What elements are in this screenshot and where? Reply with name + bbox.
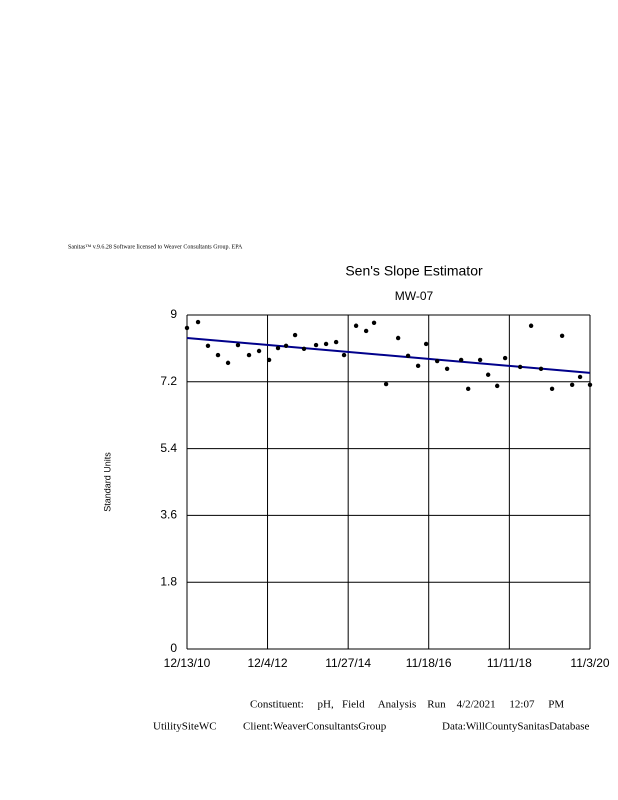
footer-client: Client:WeaverConsultantsGroup bbox=[243, 721, 387, 733]
data-point bbox=[256, 348, 262, 354]
data-point bbox=[292, 332, 298, 338]
x-tick-label: 12/13/10 bbox=[164, 656, 211, 670]
y-tick-label: 9 bbox=[170, 307, 177, 321]
footer-data: Data:WillCountySanitasDatabase bbox=[442, 721, 590, 733]
data-point bbox=[275, 345, 281, 351]
x-tick-label: 11/3/20 bbox=[570, 656, 609, 670]
trend-line bbox=[186, 337, 591, 374]
data-point bbox=[235, 342, 241, 348]
y-tick-label: 5.4 bbox=[160, 441, 177, 455]
y-tick-label: 1.8 bbox=[160, 574, 177, 588]
data-point bbox=[538, 366, 544, 372]
x-tick-label: 11/27/14 bbox=[325, 656, 371, 670]
data-point bbox=[502, 355, 508, 361]
data-point bbox=[577, 374, 583, 380]
data-point bbox=[477, 357, 483, 363]
data-point bbox=[528, 323, 534, 328]
chart-title: Sen's Slope Estimator bbox=[345, 263, 483, 279]
footer-constituent: Constituent: pH, Field Analysis Run 4/2/… bbox=[250, 699, 564, 711]
data-point bbox=[323, 341, 329, 347]
data-point bbox=[195, 319, 201, 325]
data-point bbox=[415, 363, 421, 369]
y-tick-label: 7.2 bbox=[160, 374, 177, 388]
data-point bbox=[434, 358, 440, 364]
footer-site: UtilitySiteWC bbox=[153, 721, 217, 733]
x-tick-label: 11/18/16 bbox=[406, 656, 452, 670]
data-point bbox=[465, 386, 471, 392]
data-point bbox=[587, 382, 593, 387]
data-point bbox=[283, 343, 289, 349]
chart-subtitle: MW-07 bbox=[395, 289, 434, 303]
data-point bbox=[569, 382, 575, 387]
data-point bbox=[405, 353, 411, 359]
data-point bbox=[301, 346, 307, 351]
data-point bbox=[363, 328, 369, 334]
data-point bbox=[184, 325, 190, 331]
data-point bbox=[246, 352, 252, 358]
x-tick-label: 11/11/18 bbox=[487, 656, 532, 670]
y-tick-label: 3.6 bbox=[160, 508, 177, 522]
data-point bbox=[371, 320, 377, 325]
data-point bbox=[494, 383, 500, 389]
y-tick-label: 0 bbox=[170, 641, 177, 655]
data-point bbox=[341, 352, 347, 358]
data-point bbox=[485, 372, 491, 377]
data-point bbox=[215, 352, 221, 358]
data-point bbox=[313, 342, 319, 348]
data-point bbox=[395, 335, 401, 341]
data-point bbox=[333, 339, 339, 345]
data-point bbox=[353, 323, 359, 328]
data-point bbox=[559, 333, 565, 338]
software-note: Sanitas™ v.9.6.28 Software licensed to W… bbox=[68, 243, 243, 250]
data-point bbox=[458, 357, 464, 363]
data-point bbox=[225, 360, 231, 366]
data-point bbox=[517, 364, 523, 370]
data-point bbox=[383, 381, 389, 387]
data-point bbox=[549, 386, 555, 392]
x-tick-label: 12/4/12 bbox=[248, 656, 288, 670]
data-point bbox=[205, 343, 211, 349]
y-axis-label: Standard Units bbox=[102, 452, 112, 512]
data-point bbox=[266, 357, 272, 363]
data-point bbox=[423, 341, 429, 347]
data-point bbox=[444, 366, 450, 372]
